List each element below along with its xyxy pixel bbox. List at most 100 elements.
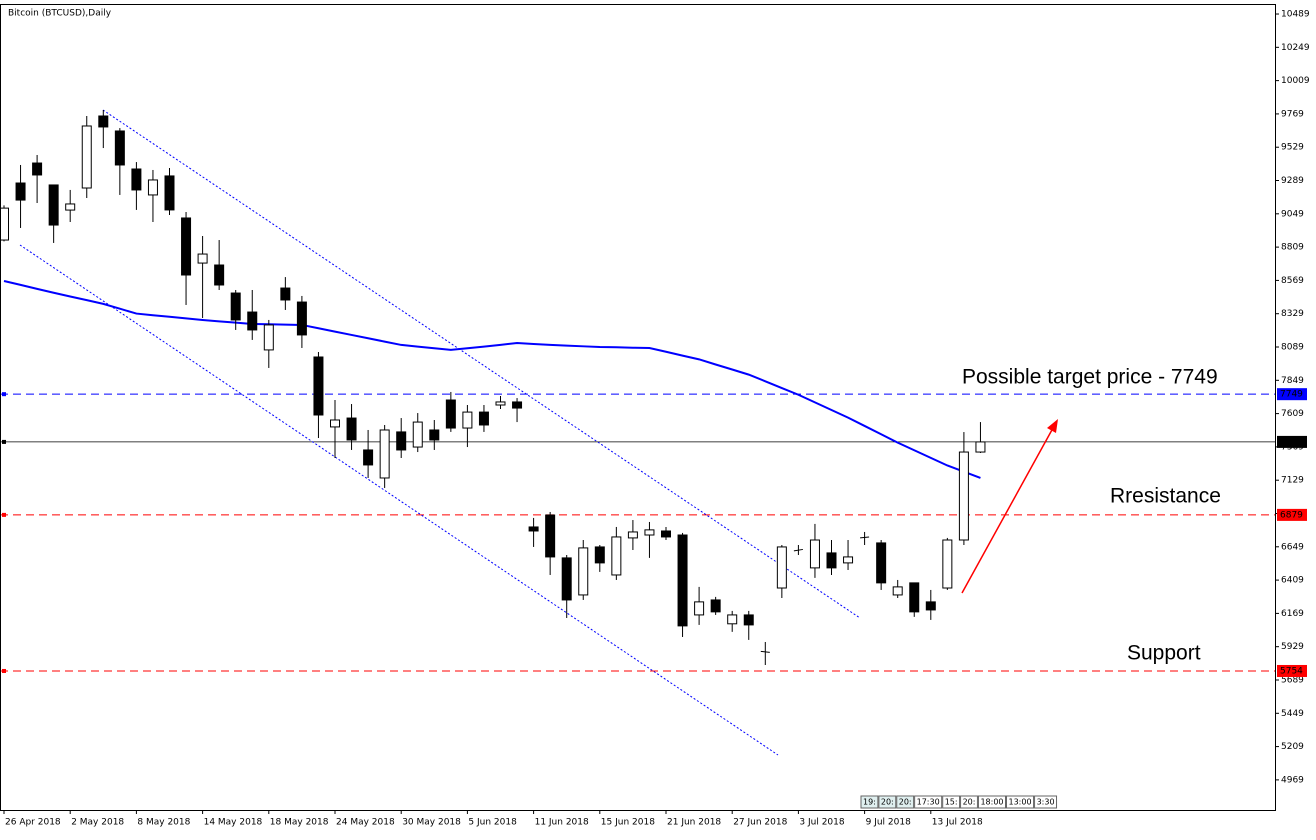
chart-title: Bitcoin (BTCUSD),Daily (8, 9, 112, 19)
candle-body (611, 536, 622, 576)
candle-body (32, 162, 43, 176)
level-label: 5754 (1280, 666, 1303, 676)
level-tag (1277, 664, 1307, 677)
indicator-box-label: 20: (899, 798, 912, 807)
candle-body (661, 530, 671, 538)
y-tick-label: 6649 (1281, 542, 1304, 552)
candle-body (743, 614, 754, 626)
candle-body (793, 548, 803, 552)
annotation: Support (1127, 642, 1201, 665)
candle-body (330, 419, 340, 428)
y-tick-label: 9049 (1281, 209, 1304, 219)
indicator-box (914, 795, 943, 809)
candle-body (346, 417, 357, 441)
candle-body (147, 179, 158, 196)
indicator-box (896, 795, 915, 809)
y-tick-label: 5689 (1281, 675, 1304, 685)
candle-body (230, 292, 241, 321)
x-tick-label: 27 Jun 2018 (733, 818, 787, 828)
indicator-box-label: 3:30 (1037, 798, 1055, 807)
candle-body (860, 536, 870, 539)
candle-body (0, 207, 9, 241)
y-tick-label: 7129 (1281, 476, 1304, 486)
level-marker (2, 439, 6, 444)
candle-body (296, 301, 307, 336)
candle-body (164, 175, 175, 211)
y-tick-label: 5929 (1281, 642, 1304, 652)
y-tick-label: 8089 (1281, 343, 1304, 353)
indicator-box-label: 20: (963, 798, 976, 807)
level-marker (2, 668, 6, 673)
candle-body (776, 546, 787, 589)
level-tag (1277, 508, 1307, 521)
candle-body (396, 431, 407, 451)
candle-body (677, 534, 688, 627)
candle-body (627, 531, 638, 539)
plot-frame (0, 4, 1276, 811)
candle-body (809, 539, 820, 569)
candle-body (925, 601, 936, 611)
x-tick-label: 30 May 2018 (402, 818, 461, 828)
candle-body (429, 429, 440, 441)
candle-body (280, 287, 291, 301)
candle-body (528, 526, 539, 532)
x-tick-label: 9 Jul 2018 (866, 818, 911, 828)
arrow (961, 427, 1054, 594)
candle-body (379, 429, 390, 479)
candle-body (462, 411, 473, 429)
x-tick-label: 24 May 2018 (336, 818, 395, 828)
candle-body (478, 411, 489, 426)
y-tick-label: 6409 (1281, 576, 1304, 586)
y-tick-label: 10249 (1281, 43, 1310, 53)
indicator-box (1034, 795, 1058, 809)
indicator-box (942, 795, 961, 809)
y-tick-label: 5209 (1281, 742, 1304, 752)
indicator-box-label: 17:30 (917, 798, 940, 807)
indicator-box-label: 15: (945, 798, 958, 807)
candle-body (958, 451, 969, 541)
indicator-boxes: 19: 20: 20: 17:30 15: 20: 18:00 13:00 3:30 (860, 795, 1058, 809)
x-tick-label: 18 May 2018 (270, 818, 329, 828)
candle-layer (0, 110, 986, 666)
candle-body (909, 582, 920, 613)
x-tick-label: 2 May 2018 (71, 818, 124, 828)
indicator-box (977, 795, 1006, 809)
axis-layer: 10489 10249 10009 9769 9529 9289 9049 8809 8569 8… (3, 10, 1310, 828)
candle-body (313, 356, 324, 416)
level-marker (2, 512, 6, 517)
candle-body (975, 441, 986, 453)
indicator-box-label: 19: (863, 798, 876, 807)
channel-line (19, 244, 779, 756)
x-tick-label: 8 May 2018 (137, 818, 190, 828)
indicator-box-label: 20: (881, 798, 894, 807)
arrow-head (1047, 419, 1058, 433)
candle-body (644, 529, 655, 536)
y-tick-label: 9769 (1281, 109, 1304, 119)
candle-body (363, 449, 374, 466)
indicator-box-label: 13:00 (1009, 798, 1032, 807)
moving-average (3, 279, 981, 479)
y-tick-label: 4969 (1281, 775, 1304, 785)
candle-body (412, 421, 423, 448)
level-tag (1277, 388, 1307, 401)
level-tag (1277, 435, 1307, 448)
level-marker (2, 392, 6, 397)
candle-body (131, 168, 142, 191)
y-tick-label: 7849 (1281, 376, 1304, 386)
level-label: 6879 (1280, 510, 1303, 520)
candle-body (843, 556, 854, 564)
y-tick-label: 9529 (1281, 143, 1304, 153)
ma-layer (3, 279, 981, 479)
candle-body (594, 546, 605, 564)
y-tick-label: 10009 (1281, 76, 1310, 86)
candle-body (98, 115, 109, 128)
x-tick-label: 11 Jun 2018 (535, 818, 589, 828)
y-tick-label: 7609 (1281, 409, 1304, 419)
x-tick-label: 21 Jun 2018 (667, 818, 721, 828)
candle-body (81, 125, 92, 189)
indicator-box-label: 18:00 (980, 798, 1003, 807)
level-label: 7405 (1280, 437, 1303, 447)
candle-body (545, 514, 556, 558)
candle-body (694, 601, 705, 616)
indicator-box (878, 795, 897, 809)
